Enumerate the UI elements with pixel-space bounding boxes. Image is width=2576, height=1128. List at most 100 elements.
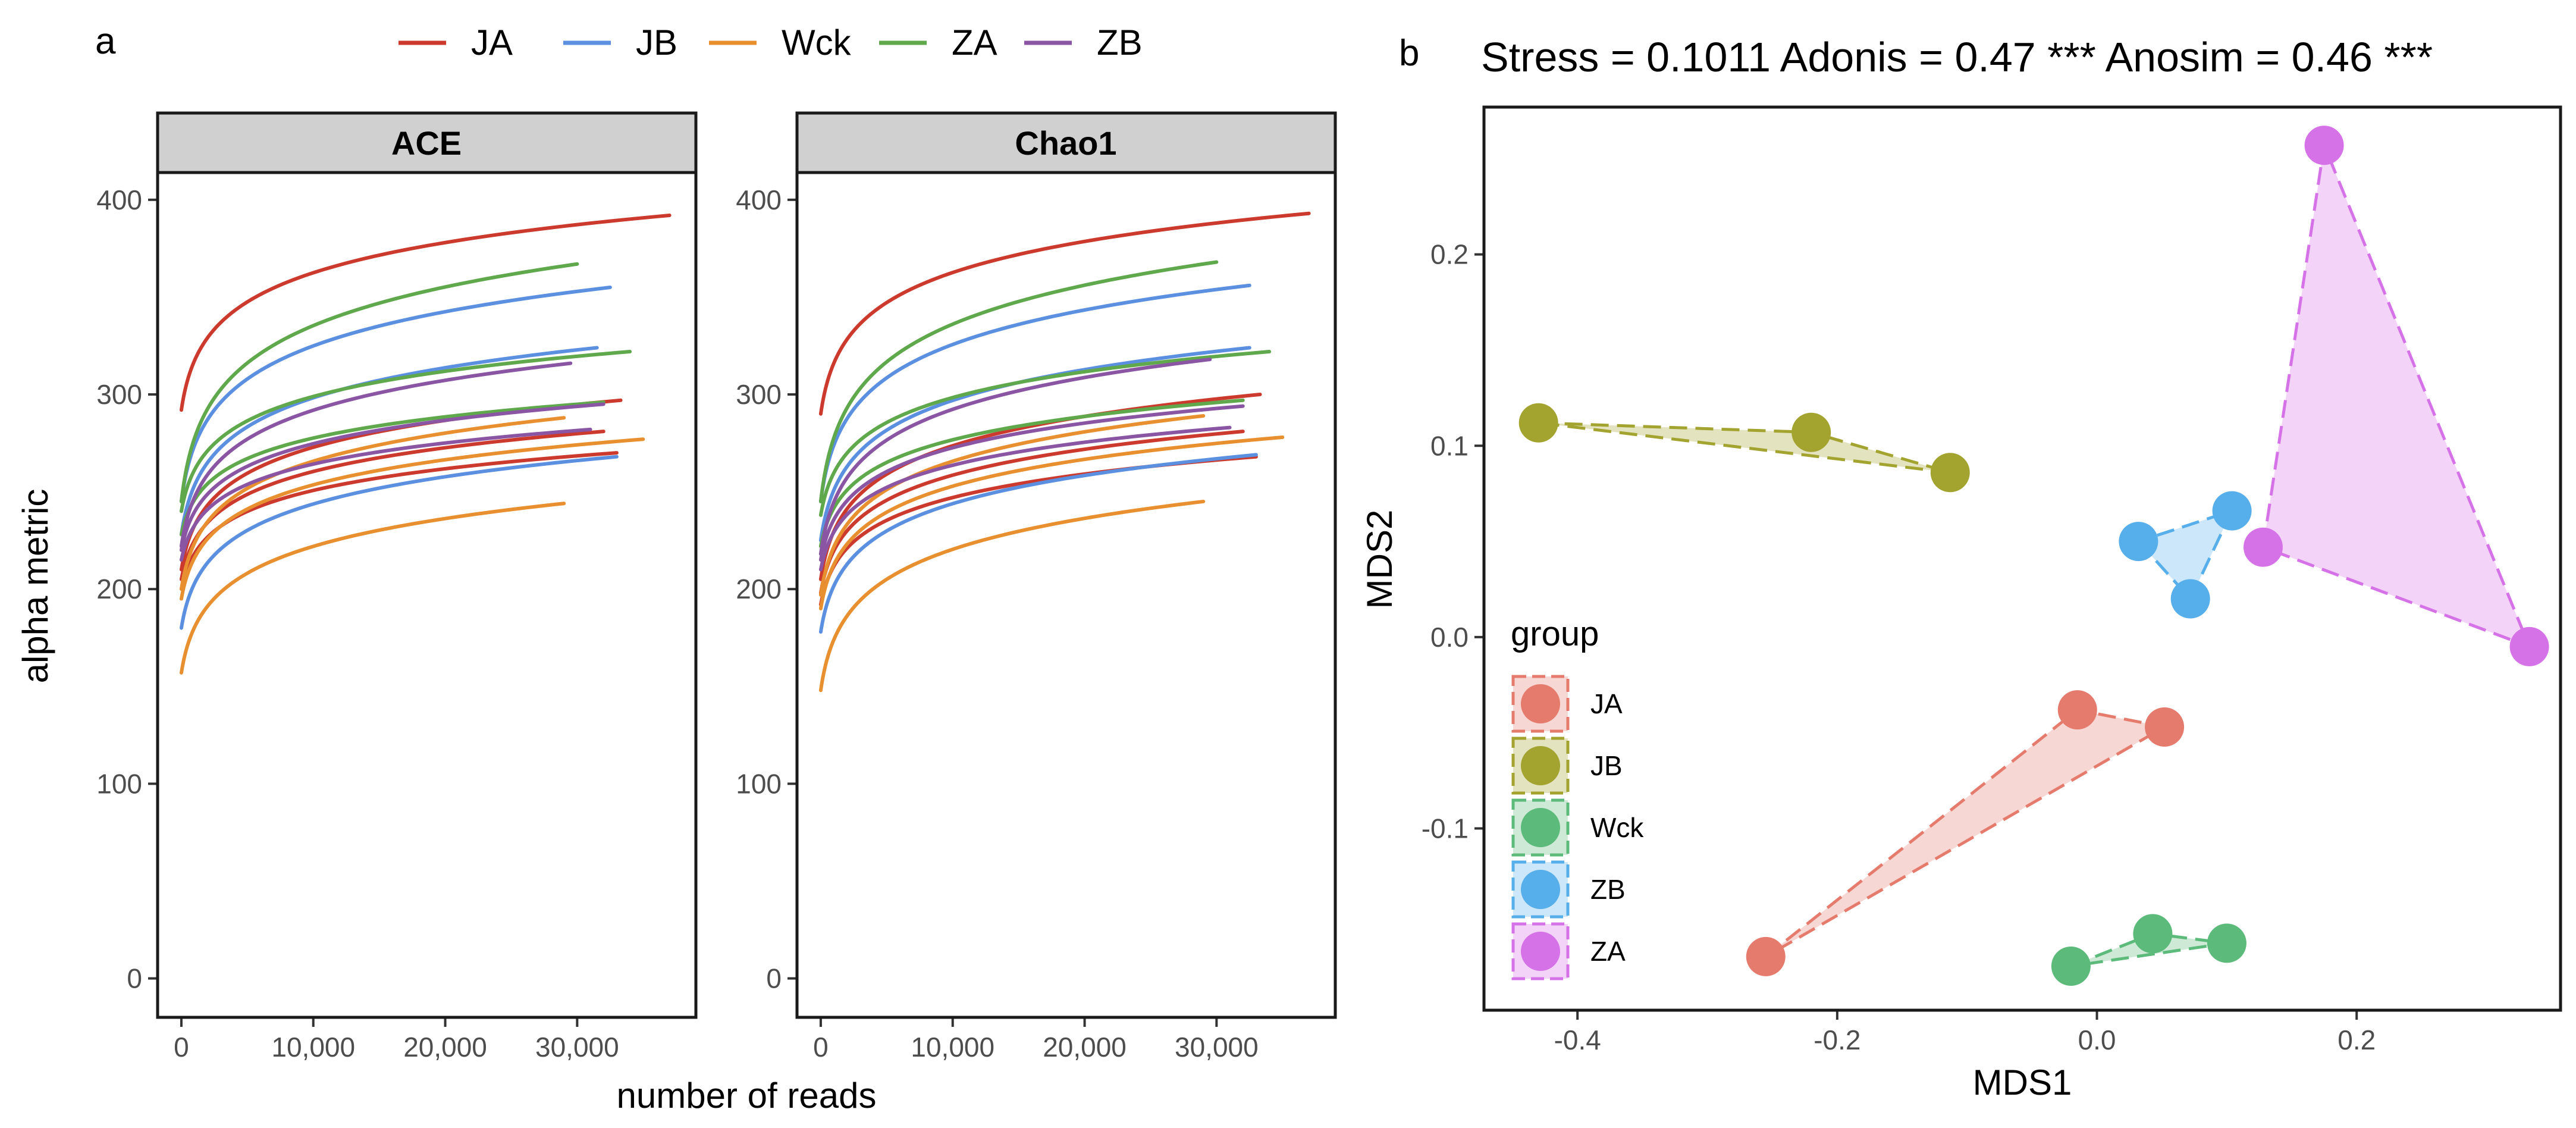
chao1-x-tick-label: 10,000	[911, 1032, 994, 1063]
chao1-curve-wck-9	[818, 499, 1206, 693]
ace-facet: ACE 0 100 200 300 400 0 10,000 20,000 30,000	[96, 111, 698, 1063]
group-legend-dot-ja	[1521, 684, 1560, 723]
ace-curve-ja-0	[179, 213, 672, 412]
panel-b-letter: b	[1399, 33, 1419, 74]
ace-curve-zb-15	[179, 427, 592, 562]
nmds-x-tick-label: 0.0	[2078, 1024, 2116, 1055]
hull-zb	[2136, 509, 2234, 600]
ace-y-tick-label: 100	[96, 768, 142, 799]
group-legend-title: group	[1511, 615, 1599, 653]
nmds-panel-border	[1482, 105, 2562, 1012]
group-legend-dot-jb	[1521, 746, 1560, 785]
point-jb-1	[1791, 412, 1831, 452]
legend-a: JA JB Wck ZA ZB	[399, 23, 1143, 62]
ace-y-tick-label: 200	[96, 574, 142, 604]
ace-y-tick-label: 400	[96, 184, 142, 215]
chao1-facet: Chao1 0 100 200 300 400 0 10,000 20,000 30,000	[736, 111, 1337, 1063]
group-legend-label-jb: JB	[1590, 750, 1623, 781]
point-zb-2	[2212, 491, 2252, 531]
chao1-panel-border	[795, 171, 1337, 1019]
chao1-curve-za-10	[818, 260, 1219, 503]
ace-curve-za-11	[179, 350, 632, 513]
chao1-x-tick-label: 20,000	[1043, 1032, 1127, 1063]
group-legend-items: JA JB Wck ZB ZA	[1511, 675, 1644, 980]
ace-x-tick-label: 20,000	[403, 1032, 487, 1063]
hull-jb	[1537, 421, 1952, 474]
chao1-strip	[795, 111, 1337, 174]
ace-curve-zb-13	[179, 361, 573, 549]
nmds-plot-area: -0.1 0.0 0.1 0.2 -0.4 -0.2 0.0 0.2	[1422, 126, 2549, 1055]
panel-a-x-axis-title: number of reads	[617, 1076, 877, 1116]
chao1-curve-zb-14	[818, 404, 1245, 562]
nmds-y-tick-label: 0.1	[1430, 430, 1469, 461]
chao1-y-tick-label: 300	[736, 379, 782, 410]
group-legend-dot-za	[1521, 932, 1560, 971]
chao1-strip-label: Chao1	[1015, 124, 1116, 162]
chao1-y-tick-label: 0	[766, 963, 782, 994]
point-jb-0	[1518, 403, 1558, 443]
group-legend-label-wck: Wck	[1590, 812, 1644, 843]
group-legend-dot-zb	[1521, 870, 1560, 909]
nmds-stat-title: Stress = 0.1011 Adonis = 0.47 *** Anosim…	[1481, 34, 2433, 80]
ace-plot-area: 0 100 200 300 400 0 10,000 20,000 30,000	[96, 184, 672, 1063]
nmds-y-tick-label: -0.1	[1422, 813, 1469, 844]
panel-a-letter: a	[95, 21, 116, 62]
point-wck-0	[2051, 947, 2091, 986]
nmds-x-tick-label: -0.4	[1554, 1024, 1601, 1055]
ace-x-tick-label: 10,000	[271, 1032, 355, 1063]
hull-za	[2261, 143, 2531, 648]
chao1-y-tick-label: 200	[736, 574, 782, 604]
legend-a-label-ja: JA	[471, 23, 513, 62]
nmds-y-tick-label: 0.0	[1430, 622, 1469, 653]
legend-a-label-za: ZA	[952, 23, 997, 62]
chao1-plot-area: 0 100 200 300 400 0 10,000 20,000 30,000	[736, 184, 1311, 1063]
point-zb-1	[2170, 579, 2210, 619]
point-zb-0	[2119, 522, 2158, 562]
chao1-curve-zb-15	[818, 425, 1232, 572]
hull-ja	[1764, 708, 2166, 958]
point-jb-2	[1930, 453, 1970, 493]
chao1-curve-jb-6	[818, 453, 1258, 634]
point-ja-1	[2057, 690, 2097, 730]
point-ja-2	[2145, 707, 2185, 747]
point-za-2	[2509, 626, 2549, 666]
ace-y-tick-label: 300	[96, 379, 142, 410]
point-za-1	[2304, 126, 2344, 165]
ace-curve-jb-6	[179, 455, 619, 630]
group-legend-label-zb: ZB	[1590, 874, 1626, 905]
chao1-x-tick-label: 0	[813, 1032, 829, 1063]
group-legend-label-za: ZA	[1590, 936, 1626, 967]
chao1-curve-za-11	[818, 350, 1272, 517]
group-legend-label-ja: JA	[1590, 688, 1623, 719]
ace-strip	[156, 111, 698, 174]
panel-a-y-axis-title: alpha metric	[15, 489, 55, 684]
ace-x-tick-label: 0	[174, 1032, 189, 1063]
chao1-curve-jb-5	[818, 346, 1251, 543]
nmds-x-axis-title: MDS1	[1973, 1063, 2072, 1102]
ace-strip-label: ACE	[391, 124, 462, 162]
group-legend-dot-wck	[1521, 808, 1560, 847]
ace-curve-ja-3	[179, 451, 619, 591]
chao1-y-tick-label: 100	[736, 768, 782, 799]
chao1-x-tick-label: 30,000	[1175, 1032, 1259, 1063]
point-wck-2	[2207, 923, 2246, 963]
legend-a-label-jb: JB	[636, 23, 677, 62]
ace-curve-wck-8	[179, 437, 645, 601]
chao1-y-tick-label: 400	[736, 184, 782, 215]
ace-panel-border	[156, 171, 698, 1019]
legend-a-label-wck: Wck	[782, 23, 852, 62]
ace-curve-zb-14	[179, 402, 605, 552]
ace-x-tick-label: 30,000	[535, 1032, 619, 1063]
nmds-y-tick-label: 0.2	[1430, 239, 1469, 270]
nmds-x-tick-label: -0.2	[1813, 1024, 1860, 1055]
nmds-y-axis-title: MDS2	[1360, 510, 1400, 609]
ace-y-tick-label: 0	[127, 963, 142, 994]
point-wck-1	[2133, 914, 2173, 954]
legend-a-label-zb: ZB	[1097, 23, 1143, 62]
nmds-x-tick-label: 0.2	[2337, 1024, 2376, 1055]
ace-curve-za-10	[179, 262, 579, 503]
ace-curve-jb-5	[179, 346, 599, 537]
chao1-curve-zb-13	[818, 358, 1212, 556]
ace-curve-wck-9	[179, 502, 566, 675]
